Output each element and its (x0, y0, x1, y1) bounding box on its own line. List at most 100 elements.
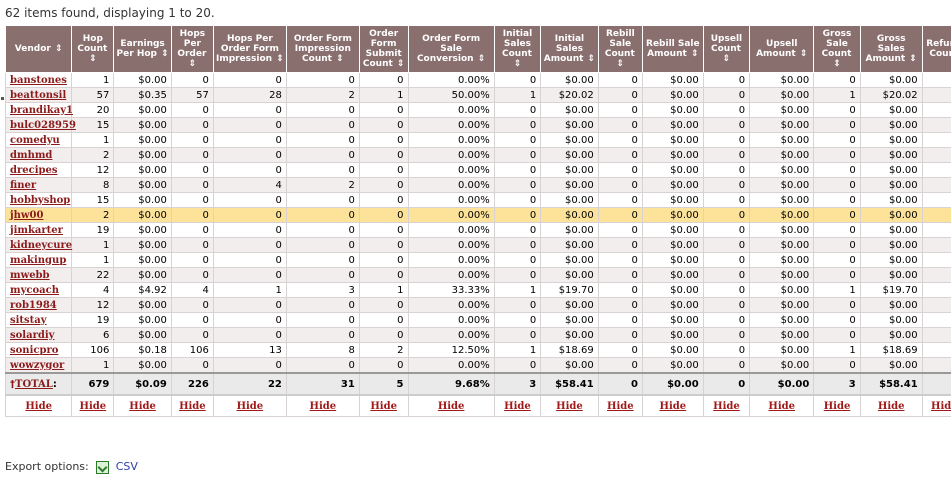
vendor-link[interactable]: drecipes (10, 164, 58, 176)
table-cell: 0 (813, 117, 861, 133)
column-header[interactable]: Gross Sales Amount ⇕ (859, 25, 923, 73)
column-header[interactable]: Rebill Sale Amount ⇕ (641, 25, 704, 73)
hide-column-link[interactable]: Hide (659, 400, 687, 412)
vendor-link[interactable]: brandikay1 (10, 104, 73, 116)
vendor-link[interactable]: kidneycure (10, 239, 73, 251)
hide-column-link[interactable]: Hide (556, 400, 583, 412)
hide-column-link[interactable]: Hide (25, 400, 52, 412)
hide-column-link[interactable]: Hide (309, 400, 337, 412)
sort-icon[interactable]: ⇕ (273, 54, 284, 64)
hide-cell: Hide (71, 394, 115, 417)
table-cell: $0.00 (749, 342, 815, 358)
table-cell: $0.00 (749, 222, 815, 238)
vendor-link[interactable]: hobbyshop (10, 194, 71, 206)
hide-column-link[interactable]: Hide (179, 400, 206, 412)
table-cell: $0.00 (749, 282, 815, 298)
column-header[interactable]: Upsell Amount ⇕ (749, 25, 815, 73)
hide-cell: Hide (641, 394, 704, 417)
vendor-link[interactable]: beattonsil (10, 89, 67, 101)
hide-column-link[interactable]: Hide (607, 400, 634, 412)
sort-icon[interactable]: ⇕ (584, 54, 596, 64)
table-row: comedyu 1 $0.00 0 0 0 0 0.00% 0 $0.00 0 $0.00 0 $0.00… (5, 132, 951, 148)
vendor-link[interactable]: makingup (10, 254, 67, 266)
vendor-link[interactable]: sitstay (10, 314, 47, 326)
table-cell: 0 (597, 312, 643, 328)
column-header[interactable]: Order Form Impression Count ⇕ (285, 25, 360, 73)
vendor-link[interactable]: wowzygor (10, 359, 65, 371)
column-header[interactable]: Order Form Submit Count ⇕ (358, 25, 409, 73)
sort-icon[interactable]: ⇕ (474, 54, 486, 64)
table-cell: 0 (170, 102, 214, 118)
column-header[interactable]: Hop Count ⇕ (71, 25, 115, 73)
column-header[interactable]: Hops Per Order ⇕ (170, 25, 214, 73)
vendor-link[interactable]: rob1984 (10, 299, 57, 311)
sort-icon[interactable]: ⇕ (157, 49, 169, 59)
column-header[interactable]: Rebill Sale Count ⇕ (597, 25, 643, 73)
column-header[interactable]: Vendor ⇕ (5, 25, 73, 73)
hide-column-link[interactable]: Hide (370, 400, 397, 412)
sort-icon[interactable]: ⇕ (513, 59, 522, 69)
vendor-link[interactable]: mwebb (10, 269, 50, 281)
table-cell: 1 (493, 87, 542, 103)
column-header[interactable]: Gross Sale Count ⇕ (813, 25, 861, 73)
hide-column-link[interactable]: Hide (79, 400, 107, 412)
hide-column-link[interactable]: Hide (931, 400, 951, 412)
hide-column-link[interactable]: Hide (504, 400, 531, 412)
table-cell: $0.00 (641, 72, 704, 88)
hide-column-link[interactable]: Hide (129, 400, 156, 412)
vendor-link[interactable]: bulc028959 (10, 119, 76, 131)
table-body: banstones 1 $0.00 0 0 0 0 0.00% 0 $0.00 0 $0.00 0 $0.… (5, 72, 951, 417)
column-header[interactable]: Refund Count (921, 25, 951, 73)
sort-icon[interactable]: ⇕ (332, 54, 344, 64)
vendor-link[interactable]: dmhmd (10, 149, 53, 161)
column-header[interactable]: Upsell Count ⇕ (702, 25, 751, 73)
hide-column-link[interactable]: Hide (713, 400, 740, 412)
vendor-link[interactable]: comedyu (10, 134, 60, 146)
table-cell: $0.00 (641, 147, 704, 163)
sort-icon[interactable]: ⇕ (188, 59, 197, 69)
vendor-cell: jimkarter (5, 222, 73, 238)
table-cell: 0.00% (407, 162, 495, 178)
table-cell: 0 (597, 342, 643, 358)
table-cell: $0.00 (749, 312, 815, 328)
hide-column-link[interactable]: Hide (437, 400, 465, 412)
vendor-link[interactable]: solardiy (10, 329, 55, 341)
column-header[interactable]: Hops Per Order Form Impression ⇕ (212, 25, 287, 73)
table-cell: 4 (212, 177, 287, 193)
column-header[interactable]: Earnings Per Hop ⇕ (113, 25, 172, 73)
hide-column-link[interactable]: Hide (768, 400, 796, 412)
sort-icon[interactable]: ⇕ (51, 44, 63, 54)
sort-icon[interactable]: ⇕ (906, 54, 917, 64)
column-header[interactable]: Order Form Sale Conversion ⇕ (407, 25, 495, 73)
table-cell: 0 (285, 132, 360, 148)
sort-icon[interactable]: ⇕ (616, 59, 625, 69)
vendor-link[interactable]: jhw00 (10, 209, 44, 221)
vendor-link[interactable]: finer (10, 179, 37, 191)
column-header[interactable]: Initial Sales Count ⇕ (493, 25, 542, 73)
sort-icon[interactable]: ⇕ (687, 49, 699, 59)
vendor-link[interactable]: jimkarter (10, 224, 63, 236)
table-cell: $0.00 (641, 132, 704, 148)
table-cell: 0 (285, 267, 360, 283)
vendor-link[interactable]: sonicpro (10, 344, 59, 356)
table-cell: $0.00 (113, 192, 172, 208)
hide-cell: Hide (5, 394, 73, 417)
hide-column-link[interactable]: Hide (236, 400, 264, 412)
sort-icon[interactable]: ⇕ (796, 49, 808, 59)
table-row: kidneycure 1 $0.00 0 0 0 0 0.00% 0 $0.00 0 $0.00 0 $0… (5, 237, 951, 253)
sort-icon[interactable]: ⇕ (722, 54, 731, 64)
hide-column-link[interactable]: Hide (877, 400, 905, 412)
sort-icon[interactable]: ⇕ (833, 59, 841, 69)
table-cell: $0.00 (113, 132, 172, 148)
sort-icon[interactable]: ⇕ (89, 54, 97, 64)
vendor-link[interactable]: banstones (10, 74, 67, 86)
spreadsheet-icon[interactable] (96, 460, 110, 474)
total-link[interactable]: TOTAL (15, 378, 53, 390)
sort-icon[interactable]: ⇕ (393, 59, 405, 69)
table-cell: $0.00 (859, 192, 923, 208)
vendor-link[interactable]: mycoach (10, 284, 59, 296)
hide-column-link[interactable]: Hide (823, 400, 851, 412)
table-cell: $0.00 (859, 267, 923, 283)
csv-export-link[interactable]: CSV (115, 460, 138, 473)
column-header[interactable]: Initial Sales Amount ⇕ (540, 25, 599, 73)
